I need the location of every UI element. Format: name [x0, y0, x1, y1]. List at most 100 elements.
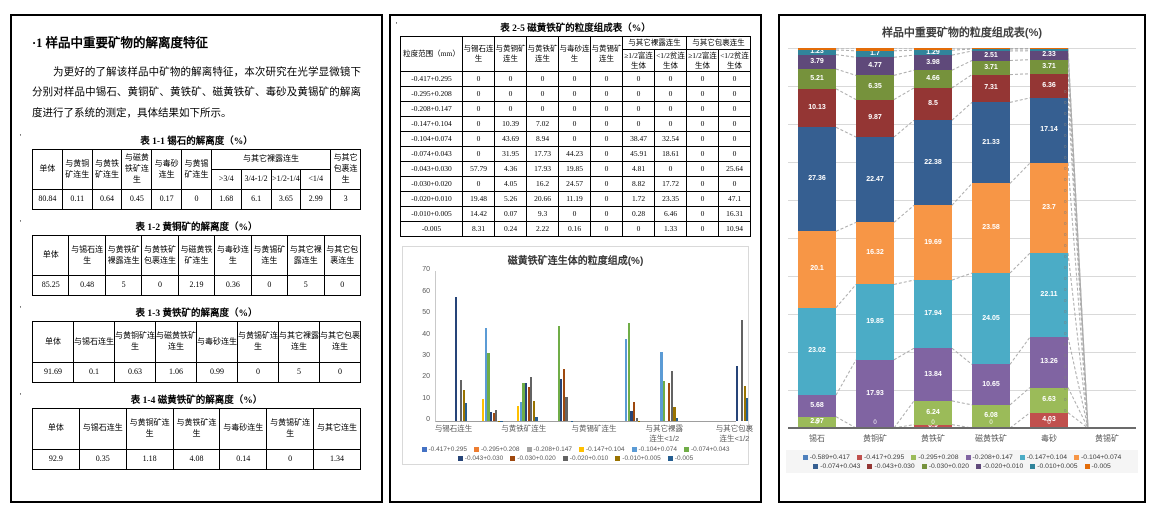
- bar-segment: [798, 48, 836, 50]
- value-cell: 9.3: [526, 206, 559, 223]
- page-right[interactable]: 样品中重要矿物的粒度组成表(%) 2.97 5.68 23.02 20.1 27.36 1…: [778, 14, 1146, 503]
- page-left[interactable]: ·1 样品中重要矿物的解离度特征 为更好的了解该样品中矿物的解离特征，本次研究在…: [10, 14, 383, 503]
- column-header: 与锡石连生: [68, 234, 106, 277]
- gridline: [788, 352, 1136, 353]
- grouped-chart-title: 磁黄铁矿连生体的粒度组成(%): [507, 256, 644, 268]
- header-row: 单体 与锡石连生 与黄铜矿连生 与黄铁矿连生 与毒砂连生 与黄锡矿连生 与其它连生: [32, 407, 361, 450]
- anchor-mark: ·: [19, 130, 22, 141]
- legend-swatch: [631, 447, 637, 453]
- legend-swatch: [579, 447, 584, 453]
- value-cell: 8.31: [462, 221, 495, 238]
- legend-item: -0.074+0.043: [813, 463, 860, 470]
- bar-segment: [798, 231, 836, 308]
- stacked-bar-chart[interactable]: 样品中重要矿物的粒度组成表(%) 2.97 5.68 23.02 20.1 27.36 1…: [780, 16, 1144, 501]
- legend-swatch: [975, 464, 981, 469]
- legend-item: -0.020+0.010: [562, 455, 608, 462]
- grouped-bar-chart[interactable]: 磁黄铁矿连生体的粒度组成(%) 0 10 20 30 40 50 60 70 与锡石连生 与黄铁矿…: [402, 246, 753, 466]
- column-header: 与黄铜矿连生: [61, 149, 93, 190]
- gridline: [788, 162, 1136, 163]
- series-line: [835, 54, 857, 58]
- legend-swatch: [562, 456, 568, 462]
- bar-segment: [914, 55, 952, 71]
- legend-label: -0.417+0.295: [863, 454, 905, 461]
- doc-heading: ·1 样品中重要矿物的解离度特征: [32, 36, 209, 50]
- value-cell: 0: [686, 116, 719, 133]
- bar-segment: [856, 48, 894, 51]
- data-label: 7.31: [984, 84, 998, 92]
- legend-item: -0.030+0.020: [921, 463, 969, 470]
- legend-label: -0.043+0.030: [464, 455, 504, 463]
- value-cell: 31.95: [494, 146, 527, 163]
- column-header: 与其它裸露连生: [210, 149, 332, 171]
- value-cell: 0: [686, 161, 719, 178]
- value-cell: 24.57: [558, 176, 591, 193]
- doc-tables: · 表 1-1 锡石的解离度（%） 单体 与黄铜矿连生 与黄铁矿连生 与磁黄铁矿连生 与毒砂…: [19, 130, 361, 470]
- column-header: 与其它裸露连生: [622, 36, 687, 50]
- bar: [633, 402, 636, 422]
- zero-data-label: 0: [989, 420, 993, 426]
- legend-swatch: [510, 456, 516, 462]
- sub-column-header: >3/4: [210, 169, 242, 190]
- bar: [535, 416, 538, 422]
- legend-row: -0.417+0.295 -0.295+0.208 -0.208+0.147 -0.1…: [403, 446, 748, 453]
- value-cell: 4.08: [172, 448, 221, 470]
- series-line: [1067, 50, 1089, 428]
- gridline: [788, 276, 1136, 277]
- value-cell: 0.1: [73, 361, 115, 383]
- column-header: 与黄锡矿连生: [266, 407, 315, 450]
- value-cell: 0: [686, 191, 719, 208]
- column-header: 与黄锡矿连生: [237, 321, 279, 363]
- size-composition-table: 粒度范围（mm） 与锡石连生 与黄铜矿连生 与黄铁矿连生 与毒砂连生 与黄锡矿连生 与其它裸…: [400, 35, 751, 238]
- legend-swatch: [856, 455, 862, 460]
- data-label: 20.1: [810, 265, 824, 273]
- legend-swatch: [813, 464, 819, 469]
- legend-label: -0.074+0.043: [820, 463, 861, 470]
- value-cell: 0: [654, 161, 687, 178]
- value-cell: 6.1: [240, 188, 272, 210]
- bar: [740, 320, 744, 422]
- value-cell: 1.33: [654, 221, 687, 238]
- data-label: 24.05: [982, 314, 1000, 322]
- zero-data-label: 0: [873, 420, 877, 426]
- value-cell: 14.42: [462, 206, 495, 223]
- value-cell: 0: [462, 116, 495, 133]
- doc-content: ·1 样品中重要矿物的解离度特征 为更好的了解该样品中矿物的解离特征，本次研究在…: [12, 16, 381, 470]
- series-line: [835, 68, 857, 76]
- value-row: 91.69 0.1 0.63 1.06 0.99 0 5 0: [32, 361, 361, 383]
- column-header: 与黄铁矿连生: [91, 149, 123, 190]
- series-line: [893, 347, 915, 361]
- x-axis-label: 黄铁矿: [921, 434, 945, 443]
- bar: [525, 382, 528, 422]
- value-cell: 0: [622, 71, 655, 88]
- value-cell: 6.46: [654, 206, 687, 223]
- header-row: 单体 与黄铜矿连生 与黄铁矿连生 与磁黄铁矿连生 与毒砂连生 与黄锡矿连生 与其它裸露连生与…: [32, 149, 361, 190]
- legend-label: -0.005: [1091, 463, 1111, 470]
- zero-data-label: 0: [1047, 420, 1051, 426]
- bar-segment: [1030, 59, 1068, 74]
- header-subrow: >3/4 3/4-1/2 >1/2-1/4 <1/4: [33, 169, 361, 190]
- data-label: 16.32: [866, 249, 884, 257]
- series-line: [835, 88, 857, 100]
- data-label: 13.26: [1040, 358, 1058, 366]
- data-label: 5.68: [810, 401, 824, 409]
- bar: [743, 386, 746, 422]
- column-header: 与黄锡矿连生: [181, 149, 212, 190]
- page-middle[interactable]: · 表 2-5 磁黄铁矿的粒度组成表（%） 粒度范围（mm） 与锡石连生 与黄铜矿连…: [389, 14, 762, 503]
- legend-row: -0.074+0.043 -0.043+0.030 -0.030+0.020 -0.0…: [786, 463, 1138, 470]
- table-body: 92.9 0.35 1.18 4.08 0.14 0 1.34: [32, 448, 361, 470]
- value-cell: 0: [558, 101, 591, 118]
- legend-item: -0.295+0.208: [911, 454, 959, 461]
- value-cell: 0: [622, 101, 655, 118]
- column-header: 单体: [31, 234, 70, 277]
- bar: [735, 366, 738, 422]
- table-row: -0.104+0.074 0 43.69 8.94 0 0 38.47 32.54 0 0: [400, 131, 751, 148]
- value-cell: 17.73: [526, 146, 559, 163]
- bar: [670, 371, 673, 422]
- middle-content: · 表 2-5 磁黄铁矿的粒度组成表（%） 粒度范围（mm） 与锡石连生 与黄铜矿连…: [391, 16, 760, 466]
- column-header: 与磁黄铁矿连生: [155, 321, 197, 363]
- legend-swatch: [615, 456, 621, 462]
- x-axis-line: [788, 427, 1136, 429]
- y-tick-label: 50: [422, 309, 430, 317]
- sub-column-header: ≥1/2富连生体: [686, 48, 719, 73]
- stacked-chart-legend: -0.589+0.417 -0.417+0.295 -0.295+0.208 -0.2…: [786, 450, 1138, 473]
